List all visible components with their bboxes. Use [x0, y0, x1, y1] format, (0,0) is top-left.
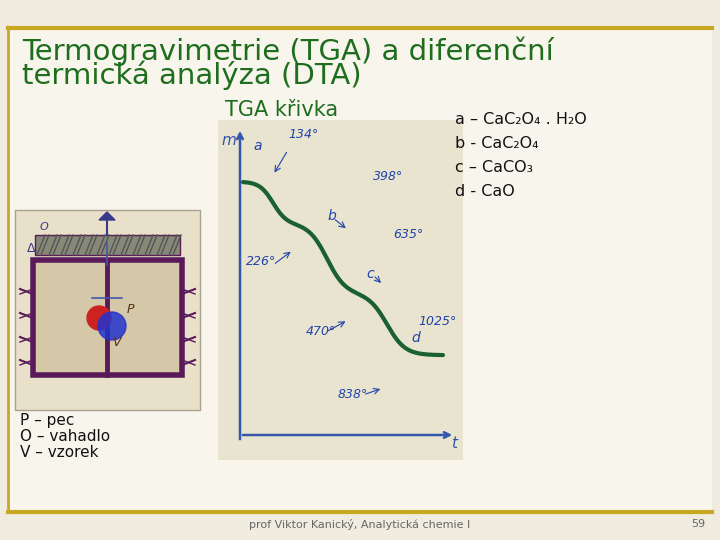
- Text: 59: 59: [691, 519, 705, 529]
- Text: 470°: 470°: [306, 325, 336, 338]
- Text: 398°: 398°: [373, 170, 403, 183]
- Text: V: V: [112, 336, 120, 349]
- Text: a – CaC₂O₄ . H₂O: a – CaC₂O₄ . H₂O: [455, 112, 587, 127]
- Text: c – CaCO₃: c – CaCO₃: [455, 160, 533, 175]
- Text: d: d: [411, 331, 420, 345]
- Text: O – vahadlo: O – vahadlo: [20, 429, 110, 444]
- Text: m: m: [221, 133, 236, 148]
- Text: 838°: 838°: [338, 388, 368, 401]
- Bar: [8, 28, 712, 512]
- Bar: [15, 210, 200, 410]
- Text: c: c: [366, 267, 374, 281]
- Bar: [33, 260, 182, 375]
- Text: Δ: Δ: [27, 242, 35, 255]
- Text: termická analýza (DTA): termická analýza (DTA): [22, 60, 361, 90]
- Text: TGA křivka: TGA křivka: [225, 100, 338, 120]
- Text: d - CaO: d - CaO: [455, 184, 515, 199]
- Text: V – vzorek: V – vzorek: [20, 445, 99, 460]
- Text: prof Viktor Kanický, Analytická chemie I: prof Viktor Kanický, Analytická chemie I: [249, 518, 471, 530]
- Bar: [35, 235, 180, 255]
- Text: b - CaC₂O₄: b - CaC₂O₄: [455, 136, 539, 151]
- Bar: [218, 120, 463, 460]
- Text: Termogravimetrie (TGA) a diferenční: Termogravimetrie (TGA) a diferenční: [22, 36, 554, 65]
- Text: t: t: [451, 436, 457, 451]
- Text: a: a: [253, 139, 261, 153]
- Text: 635°: 635°: [393, 228, 423, 241]
- Text: 1025°: 1025°: [418, 315, 456, 328]
- Text: b: b: [328, 209, 337, 223]
- Text: 134°: 134°: [288, 128, 318, 141]
- Polygon shape: [99, 212, 115, 220]
- Text: 226°: 226°: [246, 255, 276, 268]
- Text: P: P: [127, 303, 135, 316]
- Text: O: O: [40, 222, 49, 232]
- Circle shape: [98, 312, 126, 340]
- Text: P – pec: P – pec: [20, 413, 74, 428]
- Circle shape: [87, 306, 111, 330]
